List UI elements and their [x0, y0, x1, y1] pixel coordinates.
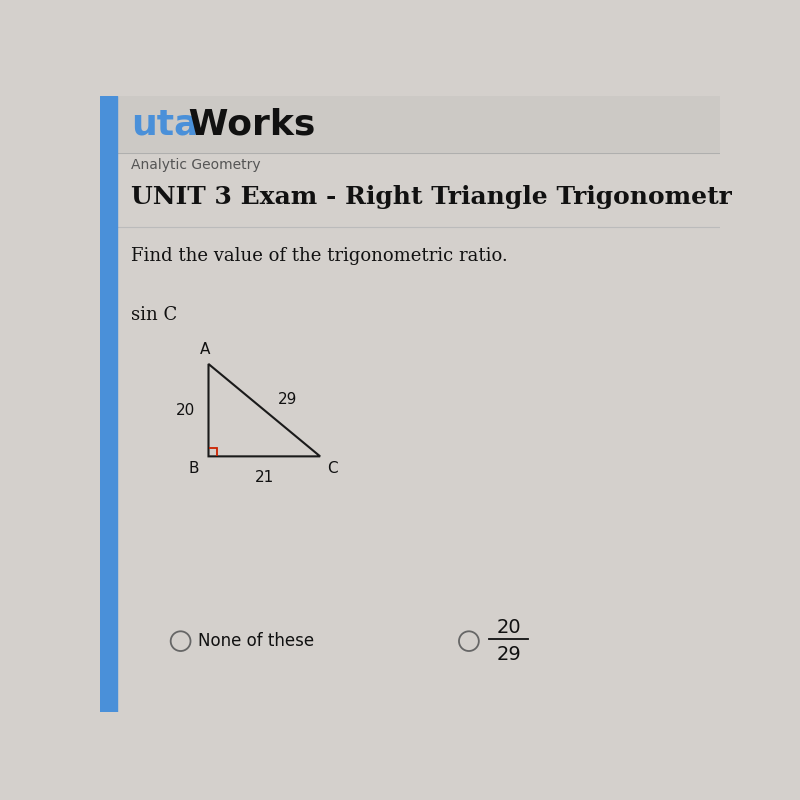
Text: 29: 29: [278, 391, 298, 406]
Bar: [100, 96, 720, 153]
Text: UNIT 3 Exam - Right Triangle Trigonometr: UNIT 3 Exam - Right Triangle Trigonometr: [131, 186, 732, 210]
Text: Works: Works: [176, 107, 315, 142]
Text: B: B: [189, 462, 199, 476]
Text: uta: uta: [131, 107, 198, 142]
Text: A: A: [200, 342, 210, 357]
Text: 20: 20: [496, 618, 521, 637]
Text: 20: 20: [176, 402, 195, 418]
Text: None of these: None of these: [198, 632, 314, 650]
Bar: [100, 96, 118, 712]
Text: Find the value of the trigonometric ratio.: Find the value of the trigonometric rati…: [131, 247, 508, 265]
Text: 21: 21: [254, 470, 274, 485]
Text: C: C: [327, 462, 338, 476]
Text: 29: 29: [496, 646, 521, 664]
Text: Analytic Geometry: Analytic Geometry: [131, 158, 261, 172]
Text: sin C: sin C: [131, 306, 178, 324]
